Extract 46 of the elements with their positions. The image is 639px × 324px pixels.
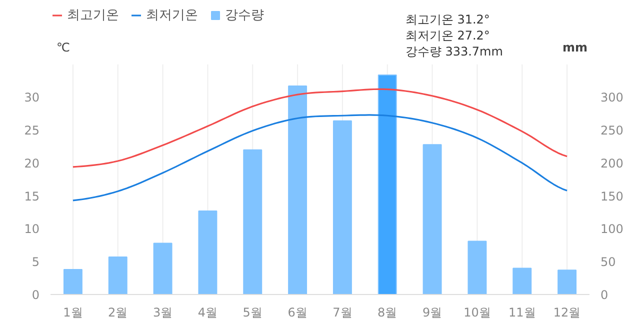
x-tick-label: 3월 [152,306,173,320]
x-tick-label: 8월 [378,306,398,320]
bar [468,240,487,294]
bar [153,242,172,294]
y-tick-label: 0 [32,288,40,302]
bar [288,86,308,294]
legend-label: 강수량 [225,7,264,24]
legend-label: 최고기온 [67,7,119,24]
text: 최고기온 31.2° [405,12,490,26]
bar [422,144,442,294]
y2-tick-label: 0 [600,288,608,302]
x-tick-label: 6월 [288,306,308,320]
y2-tick-label: 200 [600,156,624,170]
x-tick-label: 4월 [198,306,218,320]
y-tick-label: 10 [24,222,40,236]
y-tick-label: 30 [24,90,40,105]
x-tick-label: 5월 [242,306,262,320]
bar [332,120,352,294]
y-tick-label: 25 [24,124,40,138]
legend-label: 최저기온 [146,7,198,24]
bar [243,149,262,294]
x-tick-label: 10월 [464,306,491,320]
bar [558,270,577,294]
text: 강수량 333.7mm [405,44,503,58]
y-axis-title: ℃ [56,40,70,54]
y-tick-label: 20 [24,156,40,170]
x-tick-label: 9월 [422,306,442,320]
x-tick-label: 2월 [108,306,128,320]
x-tick-label: 11월 [508,306,536,320]
bar [108,256,128,294]
bar [63,269,82,294]
y-tick-label: 5 [32,255,40,270]
x-tick-label: 1월 [63,306,83,320]
y-tick-label: 15 [24,189,40,204]
x-tick-label: 7월 [332,306,352,320]
text: 최저기온 27.2° [405,28,490,42]
y2-tick-label: 150 [600,189,624,204]
bar [198,210,218,294]
bar [512,268,532,294]
y2-axis-title: mm [562,40,588,54]
x-tick-label: 12월 [553,306,581,320]
bar [378,74,397,294]
y2-tick-label: 300 [600,90,624,105]
y2-tick-label: 250 [600,124,624,138]
y2-tick-label: 100 [600,222,624,236]
y2-tick-label: 50 [600,255,616,270]
